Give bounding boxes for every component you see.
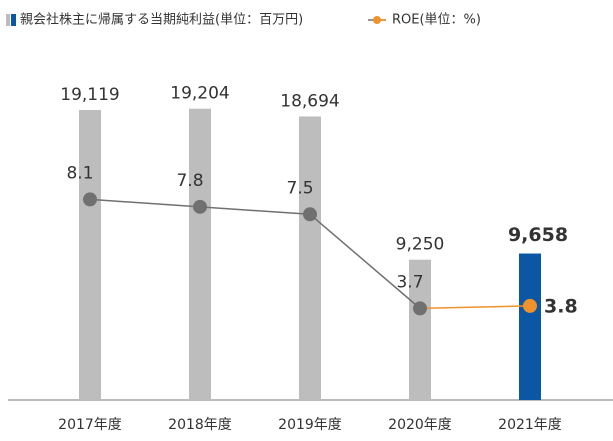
bar: [79, 110, 101, 400]
x-tick-label: 2018年度: [168, 417, 232, 433]
legend-swatch: [373, 16, 381, 24]
bar-value-label: 9,658: [508, 224, 568, 246]
x-tick-label: 2020年度: [388, 417, 452, 433]
line-value-label: 3.7: [396, 272, 423, 292]
line-value-label: 8.1: [66, 163, 93, 183]
legend-label: 親会社株主に帰属する当期純利益(単位：百万円): [20, 12, 303, 28]
x-tick-label: 2017年度: [58, 417, 122, 433]
line-segment: [199, 206, 311, 216]
x-tick-label: 2021年度: [498, 417, 562, 433]
line-point: [83, 192, 97, 207]
legend-label: ROE(単位：%): [392, 12, 481, 28]
legend-swatch: [6, 14, 10, 26]
line-point: [413, 301, 427, 316]
bar: [409, 259, 431, 400]
line-value-label: 7.8: [176, 171, 203, 191]
bar-value-label: 19,204: [170, 84, 229, 104]
line-segment: [419, 305, 531, 310]
bar-value-label: 19,119: [60, 85, 119, 105]
bar: [299, 116, 321, 400]
line-segment: [309, 213, 421, 309]
line-segment: [89, 198, 201, 208]
bar-value-label: 18,694: [280, 91, 339, 111]
bar: [519, 253, 541, 400]
legend-swatch: [11, 14, 16, 26]
bar: [189, 108, 211, 401]
line-value-label: 7.5: [286, 178, 313, 198]
line-point: [523, 298, 537, 313]
x-tick-label: 2019年度: [278, 417, 342, 433]
line-point: [303, 207, 317, 222]
line-point: [193, 199, 207, 214]
bar-value-label: 9,250: [396, 235, 445, 255]
line-value-label: 3.8: [544, 295, 578, 317]
legend: 親会社株主に帰属する当期純利益(単位：百万円) ROE(単位：%): [6, 12, 481, 28]
